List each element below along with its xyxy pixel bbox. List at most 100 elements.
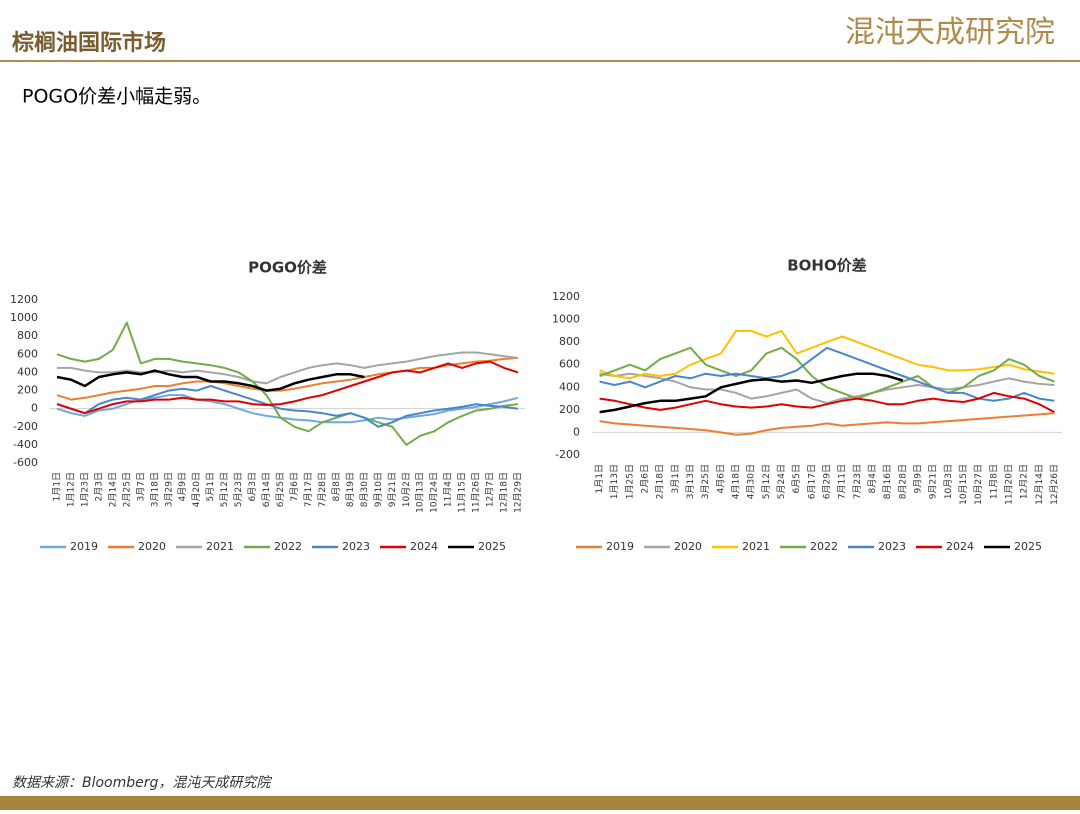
x-tick-label: 11月4日 bbox=[443, 472, 454, 507]
chart-title: BOHO价差 bbox=[787, 257, 867, 275]
x-tick-label: 3月7日 bbox=[135, 472, 146, 501]
x-tick-label: 5月23日 bbox=[233, 472, 244, 507]
y-tick-label: -200 bbox=[13, 420, 38, 433]
y-tick-label: 600 bbox=[17, 347, 38, 360]
y-tick-label: -400 bbox=[13, 438, 38, 451]
x-tick-label: 10月15日 bbox=[958, 464, 969, 505]
x-tick-label: 9月10日 bbox=[373, 472, 384, 507]
x-tick-label: 8月19日 bbox=[345, 472, 356, 507]
x-tick-label: 9月21日 bbox=[387, 472, 398, 507]
x-tick-label: 3月1日 bbox=[670, 464, 681, 493]
subtitle: POGO价差小幅走弱。 bbox=[22, 86, 211, 108]
x-tick-label: 3月29日 bbox=[163, 472, 174, 507]
x-tick-label: 10月24日 bbox=[429, 472, 440, 513]
series-line bbox=[599, 391, 1055, 413]
y-tick-label: 1000 bbox=[10, 311, 38, 324]
legend-label: 2023 bbox=[342, 540, 370, 553]
chart-title: POGO价差 bbox=[248, 259, 327, 277]
x-tick-label: 10月27日 bbox=[973, 464, 984, 505]
x-tick-label: 1月25日 bbox=[624, 464, 635, 499]
y-tick-label: 400 bbox=[17, 365, 38, 378]
y-tick-label: 200 bbox=[559, 403, 580, 416]
x-tick-label: 7月17日 bbox=[303, 472, 314, 507]
legend-label: 2019 bbox=[606, 540, 634, 553]
series-line bbox=[599, 372, 1055, 405]
x-tick-label: 5月24日 bbox=[776, 464, 787, 499]
x-tick-label: 6月29日 bbox=[822, 464, 833, 499]
x-tick-label: 8月16日 bbox=[882, 464, 893, 499]
legend-label: 2025 bbox=[478, 540, 506, 553]
x-tick-label: 5月12日 bbox=[761, 464, 772, 499]
x-tick-label: 11月26日 bbox=[471, 472, 482, 513]
series-line bbox=[599, 372, 904, 414]
series-line bbox=[56, 385, 519, 428]
series-line bbox=[57, 351, 519, 385]
x-tick-label: 7月6日 bbox=[289, 472, 300, 501]
x-tick-label: 3月13日 bbox=[685, 464, 696, 499]
x-tick-label: 11月8日 bbox=[988, 464, 999, 499]
x-tick-label: 8月28日 bbox=[897, 464, 908, 499]
x-tick-label: 7月23日 bbox=[852, 464, 863, 499]
legend-label: 2022 bbox=[810, 540, 838, 553]
series-line bbox=[56, 360, 519, 415]
x-tick-label: 12月7日 bbox=[485, 472, 496, 507]
legend-label: 2022 bbox=[274, 540, 302, 553]
x-tick-label: 10月13日 bbox=[415, 472, 426, 513]
x-tick-label: 4月30日 bbox=[746, 464, 757, 499]
legend-label: 2024 bbox=[410, 540, 438, 553]
x-tick-label: 6月3日 bbox=[247, 472, 258, 501]
y-tick-label: 800 bbox=[17, 329, 38, 342]
x-tick-label: 8月30日 bbox=[359, 472, 370, 507]
x-tick-label: 12月26日 bbox=[1049, 464, 1060, 505]
legend-label: 2021 bbox=[742, 540, 770, 553]
logo: 混沌天成研究院 bbox=[845, 15, 1055, 50]
y-tick-label: 0 bbox=[573, 425, 580, 438]
x-tick-label: 6月5日 bbox=[791, 464, 802, 493]
x-tick-label: 2月6日 bbox=[640, 464, 651, 493]
y-tick-label: -600 bbox=[13, 456, 38, 469]
x-tick-label: 11月15日 bbox=[457, 472, 468, 513]
x-tick-label: 10月3日 bbox=[943, 464, 954, 499]
x-tick-label: 4月18日 bbox=[731, 464, 742, 499]
x-tick-label: 5月12日 bbox=[219, 472, 230, 507]
x-tick-label: 9月21日 bbox=[928, 464, 939, 499]
y-tick-label: 800 bbox=[559, 335, 580, 348]
series-line bbox=[599, 329, 1055, 380]
legend-label: 2023 bbox=[878, 540, 906, 553]
legend-label: 2020 bbox=[674, 540, 702, 553]
x-tick-label: 6月17日 bbox=[806, 464, 817, 499]
x-tick-label: 1月23日 bbox=[79, 472, 90, 507]
series-line bbox=[56, 369, 365, 392]
legend-label: 2020 bbox=[138, 540, 166, 553]
x-tick-label: 6月14日 bbox=[261, 472, 272, 507]
y-tick-label: 600 bbox=[559, 358, 580, 371]
x-tick-label: 4月6日 bbox=[715, 464, 726, 493]
x-tick-label: 2月18日 bbox=[655, 464, 666, 499]
x-tick-label: 12月14日 bbox=[1034, 464, 1045, 505]
legend-label: 2024 bbox=[946, 540, 974, 553]
y-tick-label: 1000 bbox=[552, 313, 580, 326]
x-tick-label: 1月13日 bbox=[609, 464, 620, 499]
footer-bar bbox=[0, 796, 1080, 810]
legend-label: 2021 bbox=[206, 540, 234, 553]
x-tick-label: 2月14日 bbox=[107, 472, 118, 507]
x-tick-label: 2月3日 bbox=[93, 472, 104, 501]
y-tick-label: -200 bbox=[555, 448, 580, 461]
x-tick-label: 5月1日 bbox=[205, 472, 216, 501]
x-tick-label: 4月9日 bbox=[177, 472, 188, 501]
x-tick-label: 8月4日 bbox=[867, 464, 878, 493]
series-line bbox=[56, 321, 519, 446]
y-tick-label: 200 bbox=[17, 384, 38, 397]
source: 数据来源：Bloomberg，混沌天成研究院 bbox=[12, 775, 272, 791]
x-tick-label: 8月8日 bbox=[331, 472, 342, 501]
x-tick-label: 10月2日 bbox=[401, 472, 412, 507]
x-tick-label: 7月28日 bbox=[317, 472, 328, 507]
x-tick-label: 12月18日 bbox=[499, 472, 510, 513]
legend-label: 2019 bbox=[70, 540, 98, 553]
x-tick-label: 7月11日 bbox=[837, 464, 848, 499]
legend-label: 2025 bbox=[1014, 540, 1042, 553]
y-tick-label: 0 bbox=[31, 402, 38, 415]
x-tick-label: 1月12日 bbox=[65, 472, 76, 507]
